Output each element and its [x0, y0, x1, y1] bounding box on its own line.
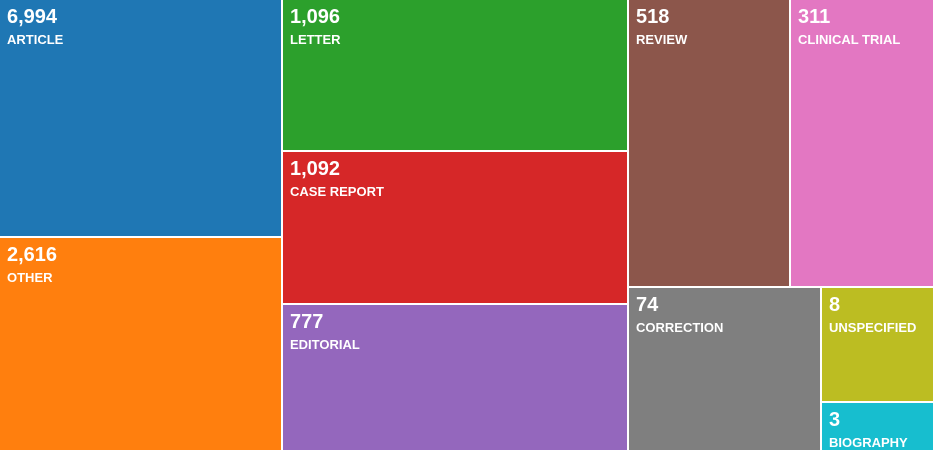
tile-value: 518: [636, 6, 670, 28]
tile-biography[interactable]: 3 BIOGRAPHY: [822, 403, 933, 450]
tile-unspecified[interactable]: 8 UNSPECIFIED: [822, 288, 933, 403]
tile-correction[interactable]: 74 CORRECTION: [629, 288, 822, 450]
tile-article[interactable]: 6,994 ARTICLE: [0, 0, 283, 238]
tile-value: 1,092: [290, 158, 341, 180]
tile-value: 74: [636, 294, 659, 316]
tile-label: ARTICLE: [7, 32, 64, 47]
tile-label: EDITORIAL: [290, 337, 360, 352]
tile-label: UNSPECIFIED: [829, 320, 917, 335]
tile-value: 2,616: [7, 244, 58, 266]
tile-label: REVIEW: [636, 32, 688, 47]
tile-label: CASE REPORT: [290, 184, 384, 199]
tile-label: OTHER: [7, 270, 53, 285]
tile-label: LETTER: [290, 32, 341, 47]
tile-value: 3: [829, 409, 841, 431]
tile-value: 6,994: [7, 6, 58, 28]
tile-value: 311: [798, 6, 831, 28]
tile-label: CORRECTION: [636, 320, 724, 335]
tile-value: 777: [290, 311, 324, 333]
tile-label: CLINICAL TRIAL: [798, 32, 901, 47]
tile-review[interactable]: 518 REVIEW: [629, 0, 791, 288]
tile-letter[interactable]: 1,096 LETTER: [283, 0, 629, 152]
tile-value: 8: [829, 294, 841, 316]
tile-case-report[interactable]: 1,092 CASE REPORT: [283, 152, 629, 305]
tile-value: 1,096: [290, 6, 341, 28]
tile-label: BIOGRAPHY: [829, 435, 908, 450]
tile-clinical-trial[interactable]: 311 CLINICAL TRIAL: [791, 0, 933, 288]
tile-editorial[interactable]: 777 EDITORIAL: [283, 305, 629, 450]
tile-other[interactable]: 2,616 OTHER: [0, 238, 283, 450]
